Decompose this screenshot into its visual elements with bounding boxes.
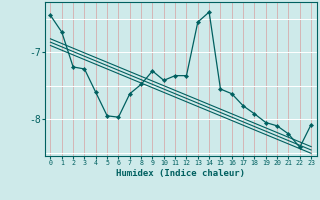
X-axis label: Humidex (Indice chaleur): Humidex (Indice chaleur) <box>116 169 245 178</box>
